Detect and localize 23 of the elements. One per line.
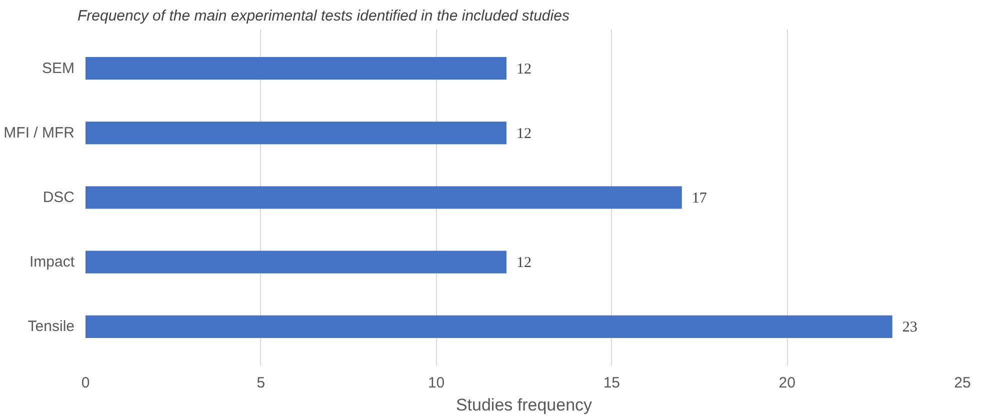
y-tick-label: SEM	[42, 60, 75, 77]
x-tick-label: 0	[81, 374, 90, 392]
x-tick-label: 10	[428, 374, 445, 392]
bar	[86, 122, 506, 144]
y-tick-label: DSC	[42, 189, 75, 206]
bar	[86, 186, 682, 209]
x-axis-title: Studies frequency	[456, 396, 593, 414]
y-tick-label: Tensile	[28, 318, 75, 336]
x-tick-label: 5	[256, 374, 266, 392]
data-label: 12	[516, 126, 532, 142]
bar	[86, 250, 506, 274]
data-label: 23	[902, 320, 918, 336]
data-label: 17	[692, 190, 708, 206]
chart-title: Frequency of the main experimental tests identified in the included studies	[78, 8, 570, 24]
data-label: 12	[516, 255, 532, 272]
x-tick-label: 20	[778, 374, 796, 392]
x-tick-label: 25	[954, 374, 971, 392]
x-tick-label: 15	[603, 374, 620, 392]
data-label: 12	[516, 61, 532, 78]
y-tick-label: MFI / MFR	[4, 124, 75, 142]
bar	[86, 315, 892, 338]
bar	[86, 56, 506, 80]
y-tick-label: Impact	[29, 254, 76, 271]
